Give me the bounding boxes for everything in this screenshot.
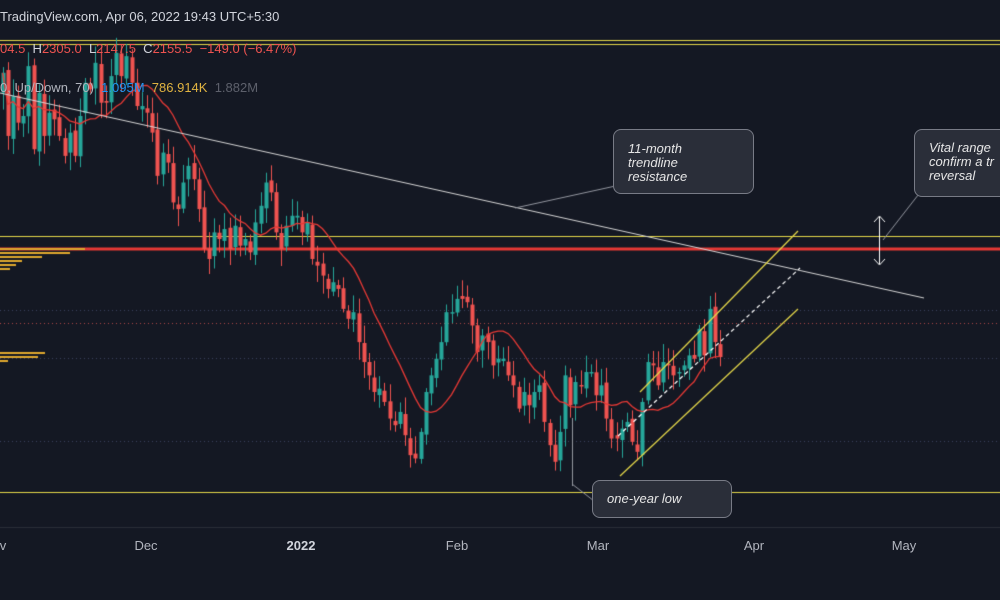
volume-down-value: 786.914K — [151, 80, 208, 95]
ohlc-open-value: 04.5 — [0, 41, 26, 56]
one-year-low-callout: one-year low — [592, 480, 732, 518]
ohlc-close-label: C — [143, 41, 153, 56]
x-tick-label: May — [891, 538, 917, 553]
ohlc-high-label: H — [32, 41, 42, 56]
volume-total-value: 1.882M — [214, 80, 259, 95]
x-tick-label: Apr — [743, 538, 765, 553]
ohlc-high-value: 2305.0 — [41, 41, 82, 56]
x-tick-label: 2022 — [286, 538, 316, 553]
one-year-low-text: one-year low — [607, 491, 682, 506]
ohlc-readout: 04.5 H2305.0 L2147.5 C2155.5 −149.0 (−6.… — [0, 41, 296, 56]
volume-up-value: 1.095M — [101, 80, 145, 95]
ohlc-close-value: 2155.5 — [152, 41, 193, 56]
ohlc-low-value: 2147.5 — [96, 41, 136, 56]
x-tick-label: Dec — [134, 538, 158, 553]
indicator-name: 0, Up/Down, 70) — [0, 80, 94, 95]
x-tick-label: v — [0, 538, 7, 553]
vital-range-callout: Vital range confirm a tr reversal — [914, 129, 1000, 197]
source-line: TradingView.com, Apr 06, 2022 19:43 UTC+… — [0, 9, 280, 24]
vital-range-callout-line: confirm a tr — [929, 154, 995, 169]
x-tick-label: Mar — [586, 538, 610, 553]
ohlc-low-label: L — [88, 41, 97, 56]
trendline-callout-line: resistance — [628, 169, 688, 184]
ohlc-change-value: −149.0 (−6.47%) — [199, 41, 297, 56]
trendline-callout-line: 11-month — [628, 141, 682, 156]
vital-range-callout-line: Vital range — [929, 140, 991, 155]
volume-indicator-readout: 0, Up/Down, 70) 1.095M 786.914K 1.882M — [0, 80, 258, 95]
x-tick-label: Feb — [445, 538, 469, 553]
trendline-callout-line: trendline — [628, 155, 678, 170]
vital-range-callout-line: reversal — [929, 168, 976, 183]
trendline-callout: 11-month trendline resistance — [613, 129, 754, 194]
